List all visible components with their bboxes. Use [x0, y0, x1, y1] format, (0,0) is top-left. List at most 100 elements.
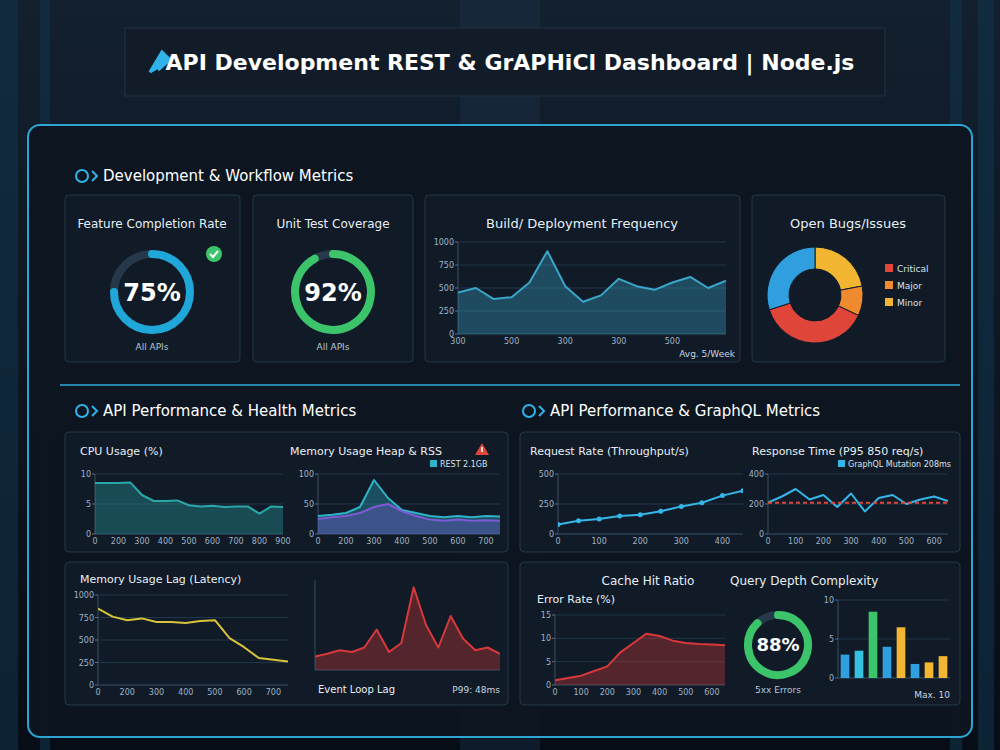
tick-label: 0: [546, 681, 551, 690]
tick-label: 400: [178, 688, 193, 697]
section-title: API Performance & Health Metrics: [103, 402, 356, 420]
check-icon: [206, 246, 222, 262]
frame: [28, 125, 972, 737]
grid-line: [838, 600, 950, 601]
grid-line: [98, 595, 288, 596]
tick-label: 0: [89, 681, 94, 690]
gauge-arc: [748, 615, 808, 675]
data-label: 88%: [756, 634, 799, 655]
tick-label: 200: [633, 537, 648, 546]
area-chart: Error Rate (%)0510150100200300400500600: [537, 593, 725, 697]
line: [768, 489, 948, 512]
line-chart: Response Time (P95 850 req/s)02004000100…: [749, 445, 951, 546]
legend-swatch: [838, 460, 845, 467]
bar-chart: Query Depth Complexity0510Max. 10: [730, 574, 950, 700]
plot-area: [98, 609, 288, 662]
bar: [939, 656, 948, 678]
tick-label: 0: [315, 537, 320, 546]
area-chart: Memory Usage Heap & RSS05010002003004005…: [290, 443, 500, 546]
gauge-chart: Feature Completion Rate75%All APIs: [77, 217, 226, 352]
panel: [65, 432, 508, 552]
line: [318, 480, 500, 517]
tick-label: 200: [338, 537, 353, 546]
grid-line: [98, 640, 288, 641]
axis-title: Max. 10: [914, 690, 950, 700]
tick-mark: [835, 600, 838, 601]
warning-icon: [475, 443, 489, 455]
section-icon: [523, 405, 535, 417]
grid-line: [768, 474, 948, 475]
tick-label: 0: [552, 688, 557, 697]
line: [555, 634, 725, 681]
area-fill: [555, 634, 725, 685]
grid-line: [555, 615, 725, 616]
tick-label: 50: [304, 500, 314, 509]
tick-label: 400: [158, 537, 173, 546]
server-glow: [0, 0, 18, 750]
grid-line: [458, 265, 726, 266]
tick-label: 250: [539, 500, 554, 509]
chart-title: Build/ Deployment Frequency: [486, 216, 678, 231]
tick-mark: [92, 474, 95, 475]
bar: [841, 655, 850, 678]
panel: [520, 562, 960, 705]
tick-mark: [95, 617, 98, 618]
line: [95, 482, 283, 513]
grid-line: [558, 504, 743, 505]
plot-area: [315, 587, 500, 670]
grid-line: [558, 534, 743, 535]
grid-line: [318, 504, 500, 505]
legend-label: REST 2.1GB: [440, 460, 488, 469]
tick-label: 750: [79, 614, 94, 623]
area-fill: [95, 482, 283, 534]
server-glow: [978, 0, 994, 750]
plot-area: [841, 612, 948, 678]
section-icon: [76, 405, 88, 417]
tick-label: 700: [266, 688, 281, 697]
tick-mark: [835, 639, 838, 640]
tick-label: 0: [549, 530, 554, 539]
check-icon: [210, 251, 218, 257]
tick-mark: [455, 265, 458, 266]
dashboard: API Development REST & GrAPHiCl Dashboar…: [0, 0, 1000, 750]
tick-label: 5: [829, 635, 834, 644]
marker: [658, 509, 663, 514]
tick-label: 500: [678, 688, 693, 697]
tick-label: 900: [275, 537, 290, 546]
chart-title: Feature Completion Rate: [77, 217, 226, 231]
tick-label: 500: [504, 337, 519, 346]
warning-icon: [481, 447, 483, 452]
grid-line: [458, 242, 726, 243]
tick-mark: [765, 474, 768, 475]
marker: [617, 514, 622, 519]
tick-label: 500: [539, 470, 554, 479]
tick-label: 300: [134, 537, 149, 546]
tick-label: 700: [228, 537, 243, 546]
donut-slice: [767, 247, 815, 310]
tick-mark: [555, 534, 558, 535]
tick-label: 200: [120, 688, 135, 697]
panel: [520, 432, 960, 552]
tick-label: 0: [309, 530, 314, 539]
data-label: 92%: [304, 279, 361, 307]
chart-title: Request Rate (Throughput/s): [530, 445, 689, 458]
tick-mark: [95, 640, 98, 641]
tick-label: 0: [765, 537, 770, 546]
tick-mark: [455, 311, 458, 312]
tick-label: 300: [611, 337, 626, 346]
tick-label: 10: [824, 596, 834, 605]
tick-label: 750: [439, 261, 454, 270]
tick-label: 15: [541, 611, 551, 620]
line: [768, 502, 948, 504]
grid-line: [318, 474, 500, 475]
marker: [558, 522, 561, 527]
tick-label: 250: [79, 659, 94, 668]
legend-swatch: [885, 264, 893, 272]
section-title: API Performance & GraphQL Metrics: [550, 402, 820, 420]
tick-mark: [552, 638, 555, 639]
bar: [869, 612, 878, 678]
tick-label: 300: [366, 537, 381, 546]
tick-label: 500: [181, 537, 196, 546]
plot-area: [555, 634, 725, 685]
tick-label: 250: [439, 307, 454, 316]
